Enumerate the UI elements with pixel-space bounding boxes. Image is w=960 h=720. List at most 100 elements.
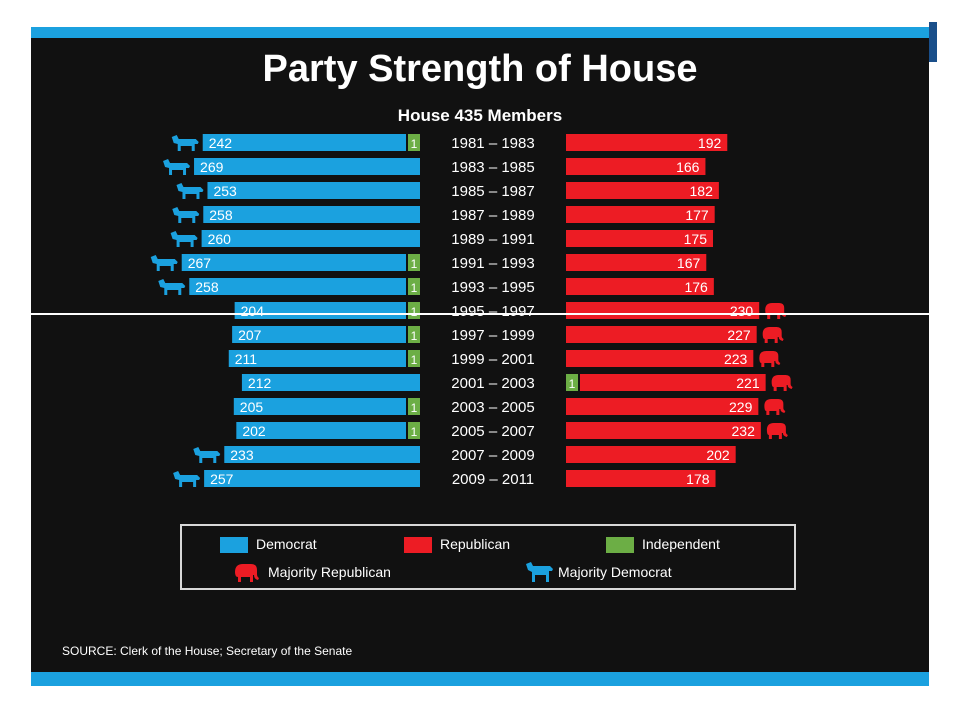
- legend-label-independent: Independent: [642, 536, 720, 552]
- republican-value-label: 221: [736, 375, 760, 391]
- independent-value-label: 1: [411, 353, 418, 367]
- republican-bar: [566, 158, 706, 175]
- majority-republican-elephant-icon: [759, 351, 781, 367]
- democrat-value-label: 205: [240, 399, 264, 415]
- scan-line: [0, 313, 935, 315]
- independent-value-label: 1: [411, 257, 418, 271]
- majority-republican-elephant-icon: [766, 423, 788, 439]
- republican-value-label: 230: [730, 303, 754, 319]
- republican-bar: [566, 134, 728, 151]
- majority-democrat-donkey-icon: [158, 279, 186, 295]
- democrat-value-label: 211: [235, 351, 258, 367]
- year-range-label: 2005 – 2007: [451, 423, 534, 440]
- democrat-bar: [201, 230, 420, 247]
- republican-bar: [566, 230, 713, 247]
- republican-bar: [566, 182, 719, 199]
- source-note: SOURCE: Clerk of the House; Secretary of…: [62, 644, 353, 658]
- corner-mark: [929, 22, 937, 62]
- democrat-value-label: 260: [208, 231, 232, 247]
- legend-label-majority-republican: Majority Republican: [268, 564, 391, 580]
- legend-swatch-democrat: [220, 537, 248, 553]
- majority-republican-elephant-icon: [771, 375, 793, 391]
- republican-bar: [566, 470, 716, 487]
- independent-bar: [408, 254, 420, 271]
- independent-bar: [408, 326, 420, 343]
- independent-bar: [408, 350, 420, 367]
- legend-label-majority-democrat: Majority Democrat: [558, 564, 672, 580]
- independent-bar: [408, 278, 420, 295]
- democrat-bar: [204, 470, 420, 487]
- democrat-value-label: 204: [241, 303, 265, 319]
- donkey-icon: [526, 562, 553, 582]
- independent-value-label: 1: [411, 281, 418, 295]
- democrat-bar: [194, 158, 420, 175]
- year-range-label: 2003 – 2005: [451, 399, 534, 416]
- republican-bar: [566, 326, 757, 343]
- year-range-label: 1983 – 1985: [451, 159, 534, 176]
- majority-republican-elephant-icon: [764, 399, 786, 415]
- republican-value-label: 167: [677, 255, 701, 271]
- legend: Democrat Republican Independent Majority…: [180, 524, 796, 590]
- top-accent-bar: [31, 27, 929, 38]
- republican-value-label: 227: [727, 327, 751, 343]
- year-range-label: 2007 – 2009: [451, 447, 534, 464]
- elephant-icon: [235, 564, 259, 582]
- year-range-label: 1989 – 1991: [451, 231, 534, 248]
- democrat-bar: [181, 254, 406, 271]
- independent-value-label: 1: [569, 377, 576, 391]
- majority-democrat-donkey-icon: [193, 447, 221, 463]
- republican-bar: [580, 374, 766, 391]
- democrat-bar: [236, 422, 406, 439]
- chart-subtitle: House 435 Members: [397, 106, 563, 125]
- independent-bar: [408, 134, 420, 151]
- majority-republican-elephant-icon: [762, 327, 784, 343]
- majority-democrat-donkey-icon: [150, 255, 178, 271]
- year-range-label: 1981 – 1983: [451, 135, 534, 152]
- year-range-label: 1985 – 1987: [451, 183, 534, 200]
- democrat-value-label: 258: [195, 279, 219, 295]
- republican-value-label: 177: [685, 207, 709, 223]
- democrat-value-label: 233: [230, 447, 254, 463]
- republican-bar: [566, 278, 714, 295]
- democrat-bar: [202, 134, 406, 151]
- independent-bar: [408, 422, 420, 439]
- independent-value-label: 1: [411, 425, 418, 439]
- republican-bar: [566, 206, 715, 223]
- year-range-label: 1999 – 2001: [451, 351, 534, 368]
- democrat-bar: [224, 446, 420, 463]
- majority-democrat-donkey-icon: [170, 231, 198, 247]
- republican-bar: [566, 350, 754, 367]
- majority-democrat-donkey-icon: [173, 471, 201, 487]
- republican-bar: [566, 254, 707, 271]
- independent-value-label: 1: [411, 305, 418, 319]
- legend-label-democrat: Democrat: [256, 536, 317, 552]
- republican-value-label: 229: [729, 399, 753, 415]
- democrat-bar: [232, 326, 406, 343]
- majority-democrat-donkey-icon: [176, 183, 204, 199]
- majority-democrat-donkey-icon: [172, 207, 200, 223]
- bottom-accent-bar: [31, 672, 929, 686]
- majority-republican-elephant-icon: [765, 303, 787, 319]
- democrat-value-label: 242: [209, 135, 233, 151]
- republican-value-label: 202: [706, 447, 730, 463]
- independent-value-label: 1: [411, 329, 418, 343]
- independent-value-label: 1: [411, 137, 418, 151]
- chart-title: Party Strength of House: [262, 48, 698, 90]
- majority-democrat-donkey-icon: [163, 159, 191, 175]
- year-range-label: 1995 – 1997: [451, 303, 534, 320]
- year-range-label: 1993 – 1995: [451, 279, 534, 296]
- democrat-value-label: 269: [200, 159, 224, 175]
- democrat-value-label: 207: [238, 327, 262, 343]
- republican-value-label: 232: [732, 423, 756, 439]
- independent-bar: [566, 374, 578, 391]
- republican-bar: [566, 398, 759, 415]
- republican-value-label: 182: [690, 183, 714, 199]
- republican-value-label: 176: [684, 279, 708, 295]
- republican-value-label: 178: [686, 471, 710, 487]
- republican-value-label: 166: [676, 159, 700, 175]
- democrat-bar: [189, 278, 406, 295]
- republican-value-label: 192: [698, 135, 722, 151]
- democrat-bar: [228, 350, 406, 367]
- republican-bar: [566, 446, 736, 463]
- majority-democrat-donkey-icon: [171, 135, 199, 151]
